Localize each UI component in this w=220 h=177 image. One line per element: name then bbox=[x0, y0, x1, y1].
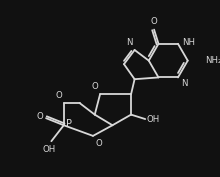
Text: O: O bbox=[151, 17, 158, 26]
Text: OH: OH bbox=[147, 115, 160, 124]
Text: O: O bbox=[37, 112, 43, 121]
Text: OH: OH bbox=[43, 145, 56, 154]
Text: O: O bbox=[55, 92, 62, 101]
Text: O: O bbox=[96, 139, 102, 148]
Text: NH: NH bbox=[182, 38, 195, 47]
Text: NH₂: NH₂ bbox=[205, 56, 220, 65]
Text: N: N bbox=[126, 38, 133, 47]
Text: N: N bbox=[182, 79, 188, 88]
Text: P: P bbox=[66, 119, 72, 129]
Text: O: O bbox=[92, 82, 98, 91]
